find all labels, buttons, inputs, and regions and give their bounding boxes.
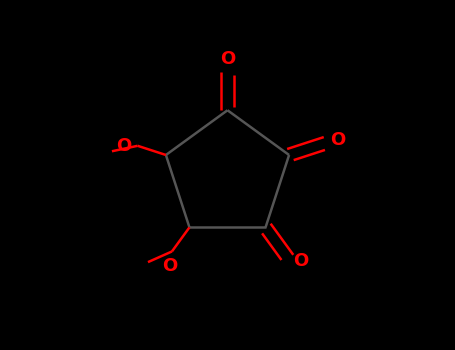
Text: O: O bbox=[330, 131, 345, 149]
Text: O: O bbox=[220, 50, 235, 68]
Text: O: O bbox=[162, 257, 178, 275]
Text: O: O bbox=[116, 137, 131, 155]
Text: O: O bbox=[293, 252, 308, 270]
